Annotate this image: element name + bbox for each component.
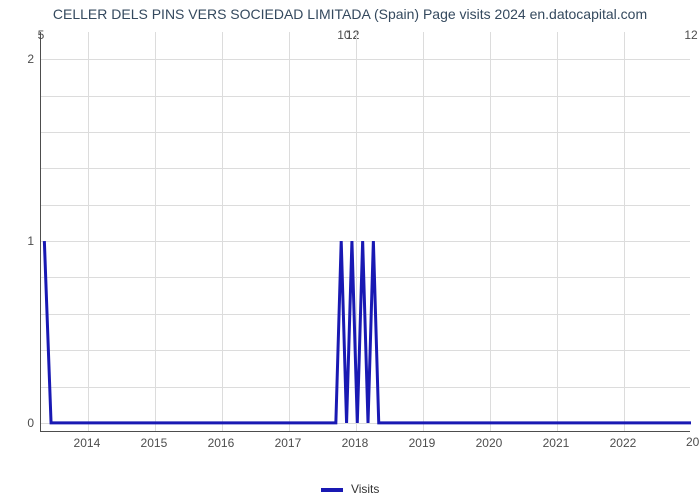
visits-line	[44, 241, 691, 423]
x-tick-label: 2017	[275, 436, 302, 450]
chart-title: CELLER DELS PINS VERS SOCIEDAD LIMITADA …	[0, 0, 700, 24]
legend-swatch	[321, 488, 343, 492]
legend-label: Visits	[351, 482, 379, 496]
x-tick-label: 2014	[74, 436, 101, 450]
y-tick-label: 2	[0, 52, 34, 66]
y-tick-label: 0	[0, 416, 34, 430]
plot-area: 51012212	[40, 32, 690, 432]
y-tick-label: 1	[0, 234, 34, 248]
overflow-x-label: 202	[686, 435, 700, 449]
x-tick-label: 2016	[208, 436, 235, 450]
x-tick-label: 2022	[610, 436, 637, 450]
x-tick-label: 2021	[543, 436, 570, 450]
line-series	[41, 32, 691, 432]
x-tick-label: 2020	[476, 436, 503, 450]
x-tick-label: 2015	[141, 436, 168, 450]
chart-container: 012 201420152016201720182019202020212022…	[0, 24, 700, 464]
legend: Visits	[0, 482, 700, 496]
x-tick-label: 2018	[342, 436, 369, 450]
x-tick-label: 2019	[409, 436, 436, 450]
